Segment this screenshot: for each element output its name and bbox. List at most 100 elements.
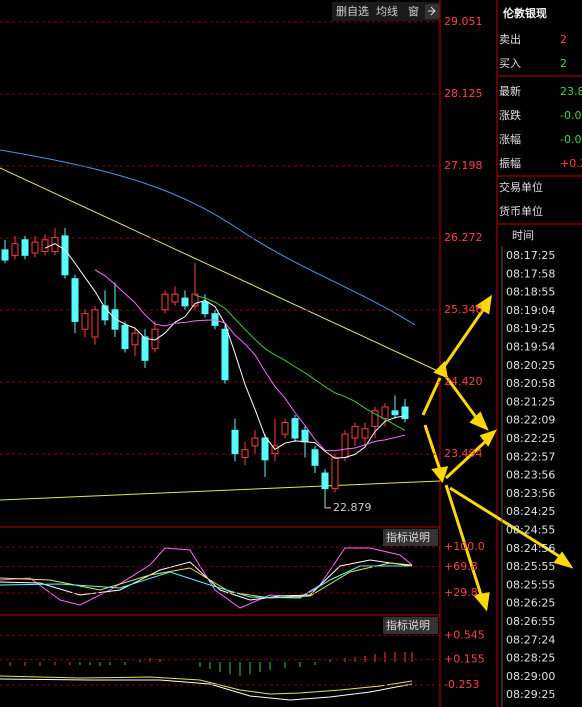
candle-body (251, 437, 259, 447)
y-tick-label: 23.494 (444, 447, 483, 460)
time-entry: 08:17:25 (506, 249, 555, 262)
quote-label: 买入 (499, 57, 521, 70)
moving-average (94, 269, 406, 452)
candle-body (131, 332, 139, 346)
y-tick-label: 29.051 (444, 15, 483, 28)
candle-body (151, 328, 159, 350)
candle-body (321, 472, 329, 490)
time-entry: 08:26:25 (506, 597, 555, 610)
quote-label: 货币单位 (499, 204, 543, 218)
candle-body (21, 239, 29, 256)
quote-label: 振幅 (499, 156, 521, 170)
time-entry: 08:22:09 (506, 414, 555, 427)
long-average (0, 167, 441, 373)
y-tick-label: -0.253 (444, 678, 479, 691)
macd-bars (9, 652, 413, 666)
candle-body (331, 456, 339, 490)
candle-body (41, 239, 49, 252)
y-tick-label: 28.125 (444, 87, 483, 100)
time-entry: 08:19:04 (506, 304, 555, 317)
candle-body (31, 241, 39, 254)
kdj-d (0, 562, 413, 599)
candle-body (201, 301, 209, 315)
candle-body (1, 249, 9, 261)
y-tick-label: +29.8 (444, 586, 478, 599)
toolbar-button[interactable]: 窗 (408, 4, 419, 18)
candle-body (121, 324, 129, 350)
kdj-line (0, 565, 412, 599)
y-tick-label: +0.545 (444, 628, 485, 641)
quote-label: 涨幅 (499, 133, 521, 146)
time-entry: 08:29:00 (506, 670, 555, 683)
macd-signal (0, 678, 413, 701)
candle-body (341, 433, 349, 458)
candle-body (281, 422, 289, 435)
time-entry: 08:18:55 (506, 286, 555, 299)
time-entry: 08:21:25 (506, 395, 555, 408)
quote-label: 最新 (499, 84, 521, 98)
candle-body (391, 410, 399, 416)
indicator-button[interactable]: 指标说明 (386, 618, 430, 632)
time-entry: 08:24:56 (506, 542, 555, 555)
time-entry: 08:25:55 (506, 560, 555, 573)
time-entry: 08:17:58 (506, 267, 555, 280)
quote-label: 涨跌 (499, 108, 521, 122)
time-entry: 08:19:54 (506, 341, 555, 354)
time-header: 时间 (512, 229, 534, 242)
candle-body (261, 437, 269, 461)
trend-line (0, 480, 441, 501)
indicator-button-bg (383, 529, 438, 546)
toolbar-button[interactable]: 删自选 (336, 5, 369, 18)
candle-body (51, 236, 59, 252)
y-tick-label: 24.420 (444, 375, 483, 388)
candle-body (91, 309, 99, 338)
toolbar-button[interactable]: 均线 (376, 4, 398, 18)
candle-body (181, 297, 189, 307)
time-entry: 08:24:25 (506, 505, 555, 518)
candle-body (81, 313, 89, 330)
candle-body (241, 449, 249, 458)
quote-value: 2 (560, 33, 567, 46)
quote-label: 卖出 (499, 32, 521, 46)
candle-body (371, 410, 379, 427)
candle-body (231, 429, 239, 455)
candle-body (221, 328, 229, 381)
time-entry: 08:23:56 (506, 469, 555, 482)
time-entry: 08:28:25 (506, 652, 555, 665)
time-entry: 08:19:25 (506, 322, 555, 335)
arrow-icon (428, 6, 436, 16)
candle-body (191, 293, 199, 307)
candle-body (311, 449, 319, 466)
indicator-button-bg (383, 617, 438, 634)
y-tick-label: +0.155 (444, 653, 485, 666)
kdj-j (0, 547, 413, 609)
candle-body (11, 243, 19, 256)
quote-title: 伦敦银现 (503, 6, 547, 20)
indicator-button[interactable]: 指标说明 (386, 530, 430, 544)
quote-value: -0.0 (560, 133, 581, 146)
quote-value: -0.0 (560, 109, 581, 122)
time-entry: 08:20:25 (506, 359, 555, 372)
quote-value: 23.8 (560, 85, 582, 98)
time-entry: 08:26:55 (506, 615, 555, 628)
candle-body (101, 305, 109, 321)
time-entry: 08:25:55 (506, 578, 555, 591)
toolbar (332, 2, 440, 21)
y-tick-label: +69.8 (444, 560, 478, 573)
candle-body (301, 429, 309, 443)
y-tick-label: +100.0 (444, 540, 485, 553)
long-average (0, 149, 416, 326)
time-entry: 08:27:24 (506, 633, 555, 646)
macd-bars (79, 662, 316, 676)
low-marker (324, 501, 331, 509)
low-annotation: 22.879 (333, 501, 372, 514)
quote-label: 交易单位 (499, 180, 543, 194)
quote-value: +0.2 (560, 157, 582, 170)
time-entry: 08:24:55 (506, 524, 555, 537)
candle-body (141, 336, 149, 361)
kdj-k (0, 559, 413, 601)
y-tick-label: 25.346 (444, 303, 483, 316)
y-tick-label: 26.272 (444, 231, 483, 244)
